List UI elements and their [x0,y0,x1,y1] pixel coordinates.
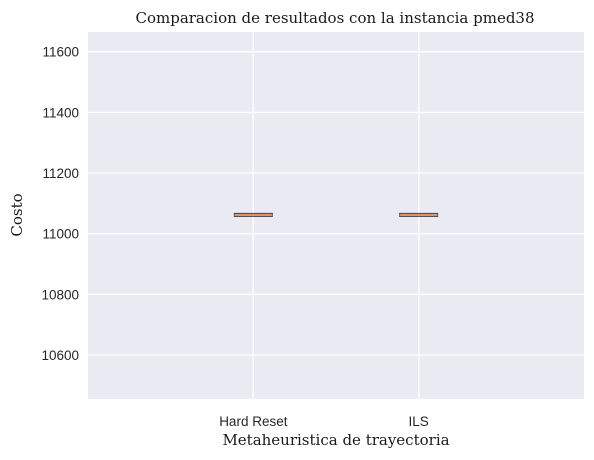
box-series [233,212,439,217]
y-axis-label: Costo [8,193,26,236]
x-axis-label: Metaheuristica de trayectoria [222,431,449,449]
y-tick-label: 11400 [42,105,79,120]
y-tick-label: 10600 [41,348,79,363]
chart-title: Comparacion de resultados con la instanc… [135,9,534,27]
y-tick-label: 11600 [42,45,79,60]
y-tick-labels: 10600 10800 11000 11200 11400 11600 [41,45,79,363]
y-tick-label: 11200 [42,166,79,181]
x-tick-labels: Hard Reset ILS [219,414,429,429]
y-tick-label: 10800 [41,287,79,302]
x-tick-label: Hard Reset [219,414,288,429]
plot-area [88,32,584,399]
grid-lines [88,32,584,399]
x-tick-label: ILS [409,414,429,429]
y-tick-label: 11000 [42,227,79,242]
